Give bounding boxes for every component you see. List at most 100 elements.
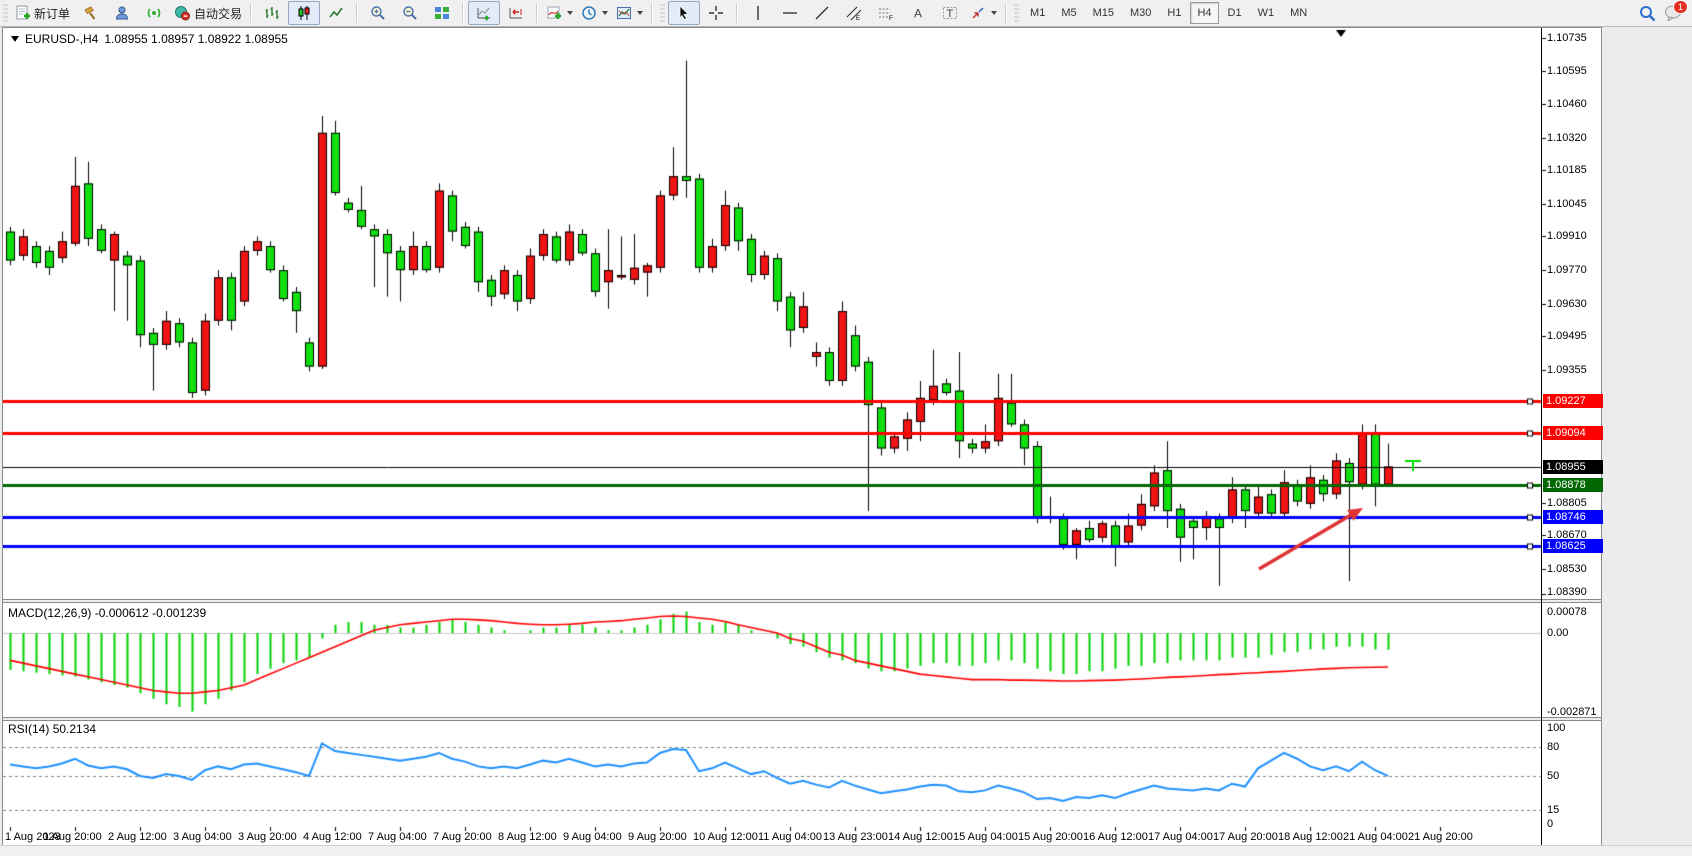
price-line-badge: 1.08955 bbox=[1543, 459, 1603, 474]
period-button-h1[interactable]: H1 bbox=[1167, 7, 1182, 19]
time-tick-label: 21 Aug 04:00 bbox=[1343, 831, 1408, 843]
trendline-icon bbox=[814, 5, 830, 21]
time-tick-label: 9 Aug 04:00 bbox=[563, 831, 622, 843]
arrows-button[interactable] bbox=[966, 1, 1001, 25]
time-tick-label: 14 Aug 12:00 bbox=[888, 831, 953, 843]
notifications-button[interactable]: 1 bbox=[1664, 0, 1688, 21]
zoom-out-button[interactable] bbox=[394, 1, 426, 25]
macd-axis-label: 0.00078 bbox=[1547, 605, 1587, 618]
price-tick-label: 1.09770 bbox=[1547, 264, 1587, 277]
price-tick-label: 1.10045 bbox=[1547, 197, 1587, 210]
chart-title: EURUSD-,H4 1.08955 1.08957 1.08922 1.089… bbox=[11, 32, 288, 46]
chart-shift-button[interactable] bbox=[500, 1, 532, 25]
channel-button[interactable]: E bbox=[838, 1, 870, 25]
price-line-badge: 1.09094 bbox=[1543, 426, 1603, 441]
channel-icon: E bbox=[846, 5, 862, 21]
symbol-period-label: EURUSD-,H4 bbox=[25, 32, 99, 46]
time-tick-label: 8 Aug 12:00 bbox=[498, 831, 557, 843]
tile-windows-icon bbox=[434, 5, 450, 21]
vertical-line-button[interactable] bbox=[742, 1, 774, 25]
chevron-down-icon bbox=[637, 11, 644, 15]
price-tick-label: 1.08390 bbox=[1547, 586, 1587, 598]
macd-splitter[interactable] bbox=[3, 599, 1601, 603]
zoom-in-button[interactable] bbox=[362, 1, 394, 25]
toolbar-separator bbox=[536, 3, 539, 23]
zoom-in-icon bbox=[370, 5, 386, 21]
templates-button[interactable] bbox=[612, 1, 647, 25]
toolbar-separator bbox=[651, 3, 654, 23]
text-label-button[interactable]: T bbox=[934, 1, 966, 25]
chart-canvas[interactable] bbox=[3, 28, 1601, 845]
price-tick-label: 1.10460 bbox=[1547, 97, 1587, 110]
toolbar-grip[interactable] bbox=[1014, 4, 1020, 22]
period-button-m30[interactable]: M30 bbox=[1130, 7, 1152, 19]
svg-text:A: A bbox=[914, 7, 922, 21]
text-icon: A bbox=[910, 5, 926, 21]
time-tick-label: 3 Aug 20:00 bbox=[238, 831, 297, 843]
price-line-badge: 1.09227 bbox=[1543, 394, 1603, 408]
candlestick-icon bbox=[296, 5, 312, 21]
price-tick-label: 1.09630 bbox=[1547, 297, 1587, 310]
autoscroll-button[interactable] bbox=[468, 1, 501, 25]
fibonacci-icon: F bbox=[878, 5, 894, 21]
indicators-icon bbox=[546, 5, 562, 21]
new-order-button[interactable]: 新订单 bbox=[11, 1, 74, 25]
candlestick-button[interactable] bbox=[288, 1, 321, 25]
user-icon bbox=[114, 5, 130, 21]
price-tick-label: 1.10595 bbox=[1547, 65, 1587, 78]
crosshair-button[interactable] bbox=[700, 1, 732, 25]
bar-chart-button[interactable] bbox=[256, 1, 288, 25]
vertical-line-icon bbox=[750, 5, 766, 21]
autotrading-button[interactable]: 自动交易 bbox=[170, 1, 246, 25]
toolbar-grip[interactable] bbox=[3, 4, 8, 22]
period-button-d1[interactable]: D1 bbox=[1227, 7, 1242, 19]
period-button-w1[interactable]: W1 bbox=[1257, 7, 1275, 19]
period-button-h4[interactable]: H4 bbox=[1190, 2, 1219, 24]
period-button-mn[interactable]: MN bbox=[1290, 7, 1308, 19]
horizontal-line-button[interactable] bbox=[774, 1, 806, 25]
line-chart-button[interactable] bbox=[320, 1, 352, 25]
period-button-m1[interactable]: M1 bbox=[1030, 7, 1046, 19]
toolbar-grip[interactable] bbox=[660, 4, 666, 22]
fibonacci-button[interactable]: F bbox=[870, 1, 902, 25]
tile-windows-button[interactable] bbox=[426, 1, 458, 25]
toolbar-separator bbox=[736, 3, 739, 23]
period-button-m5[interactable]: M5 bbox=[1061, 7, 1077, 19]
user-button[interactable] bbox=[106, 1, 138, 25]
time-tick-label: 17 Aug 04:00 bbox=[1148, 831, 1213, 843]
title-collapse-icon[interactable] bbox=[11, 36, 19, 42]
trendline-button[interactable] bbox=[806, 1, 838, 25]
indicators-button[interactable] bbox=[542, 1, 577, 25]
chevron-down-icon bbox=[567, 11, 574, 15]
time-tick-label: 13 Aug 23:00 bbox=[823, 831, 888, 843]
period-button-m15[interactable]: M15 bbox=[1092, 7, 1114, 19]
autoscroll-icon bbox=[476, 5, 492, 21]
price-line-badge: 1.08878 bbox=[1543, 478, 1603, 493]
ohlc-values: 1.08955 1.08957 1.08922 1.08955 bbox=[104, 32, 288, 46]
hammer-button[interactable] bbox=[74, 1, 106, 25]
periods-button[interactable] bbox=[577, 1, 612, 25]
time-tick-label: 9 Aug 20:00 bbox=[628, 831, 687, 843]
svg-text:T: T bbox=[947, 8, 954, 20]
periods-clock-icon bbox=[581, 5, 597, 21]
price-line-badge: 1.08625 bbox=[1543, 539, 1603, 554]
price-tick-label: 1.10735 bbox=[1547, 31, 1587, 44]
rsi-value: 50.2134 bbox=[52, 722, 97, 736]
text-button[interactable]: A bbox=[902, 1, 934, 25]
autotrading-label: 自动交易 bbox=[194, 6, 243, 21]
signal-button[interactable] bbox=[138, 1, 170, 25]
macd-axis-label: 0.00 bbox=[1547, 627, 1569, 639]
time-tick-label: 3 Aug 04:00 bbox=[173, 831, 232, 843]
cursor-button[interactable] bbox=[668, 1, 701, 25]
signal-icon bbox=[146, 5, 162, 21]
chevron-down-icon bbox=[991, 11, 998, 15]
notification-badge: 1 bbox=[1672, 0, 1688, 14]
search-icon[interactable] bbox=[1639, 5, 1656, 22]
rsi-splitter[interactable] bbox=[3, 717, 1601, 721]
svg-text:E: E bbox=[856, 16, 860, 21]
text-label-icon: T bbox=[942, 5, 958, 21]
rsi-axis-label: 0 bbox=[1547, 818, 1554, 830]
time-tick-label: 1 Aug 2023 bbox=[5, 831, 61, 843]
templates-icon bbox=[616, 5, 632, 21]
rsi-indicator-label: RSI(14) 50.2134 bbox=[8, 722, 96, 736]
